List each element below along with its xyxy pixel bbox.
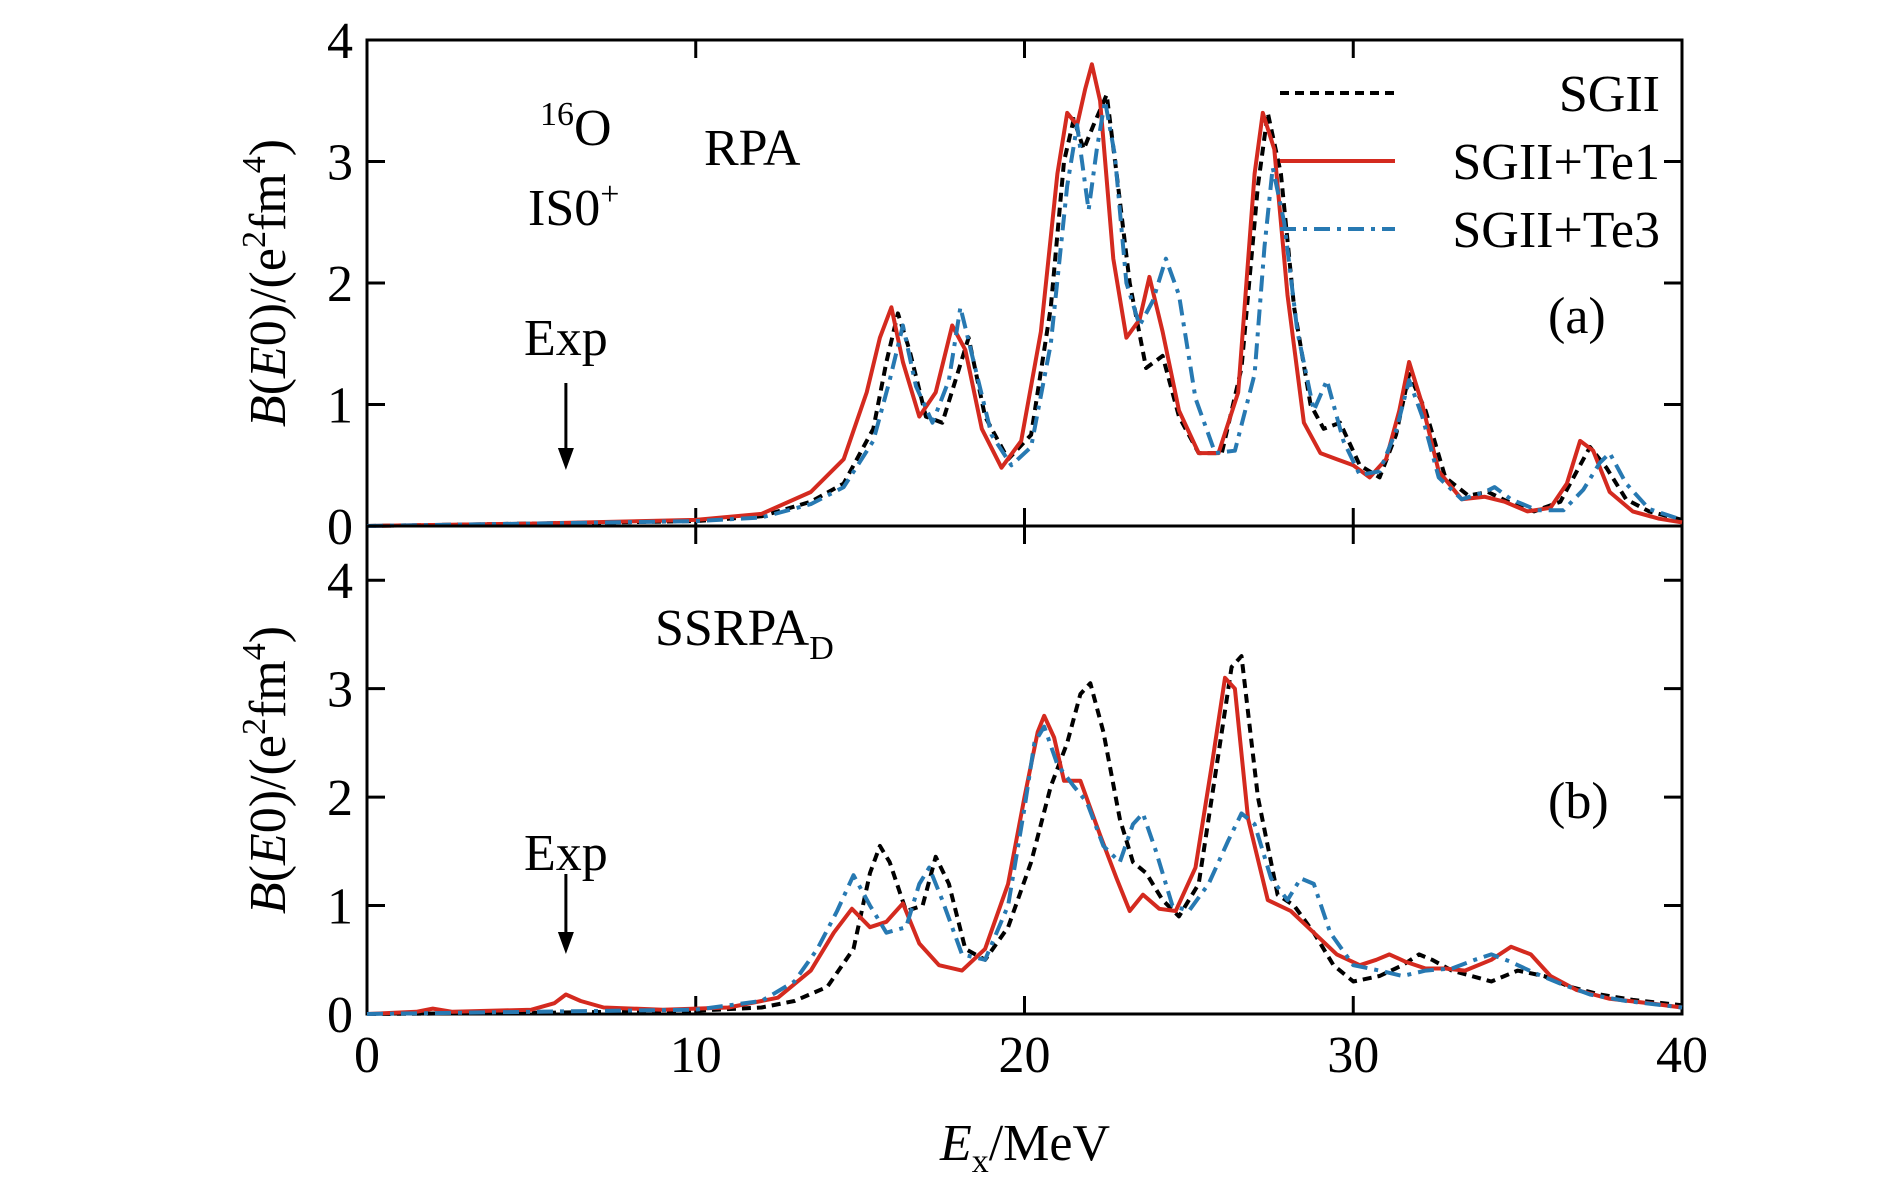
panel-b-series: [366, 654, 1683, 1016]
legend-label: SGII+Te1: [1452, 134, 1660, 191]
y-tick-label: 0: [327, 987, 353, 1044]
panel-b-panel-label: (b): [1548, 773, 1609, 830]
panel-a-mode-label: IS0+: [528, 176, 619, 237]
panel-a-series: [366, 62, 1683, 528]
panel-a-exp-arrow-head: [557, 448, 574, 470]
x-tick-label: 40: [1656, 1027, 1708, 1084]
panel-b-exp-label: Exp: [524, 825, 608, 882]
x-tick-label: 20: [999, 1027, 1051, 1084]
y-tick-label: 1: [327, 378, 353, 435]
y-tick-label: 3: [327, 662, 353, 719]
method-sub: D: [809, 630, 834, 667]
panel-a-nucleus-label: 16O: [540, 96, 612, 157]
method-main: SSRPA: [655, 600, 810, 657]
legend-label: SGII+Te3: [1452, 202, 1660, 259]
y-tick-label: 2: [327, 256, 353, 313]
series-line-sgii: [366, 92, 1683, 528]
y-axis-title-a: B(E0)/(e2fm4): [236, 139, 297, 427]
panel-b-exp-arrow-head: [557, 932, 574, 954]
mode-main: IS0: [528, 180, 600, 237]
nucleus-mass-number: 16: [540, 96, 574, 133]
x-axis-title: Ex/MeV: [939, 1115, 1110, 1180]
series-line-sgii-te3: [366, 724, 1683, 1016]
panel-b-method-label: SSRPAD: [655, 600, 834, 667]
x-tick-label: 0: [354, 1027, 380, 1084]
series-line-sgii-te1: [366, 62, 1683, 528]
legend-label: SGII: [1559, 66, 1660, 123]
y-axis-title-b: B(E0)/(e2fm4): [236, 626, 297, 914]
y-tick-label: 4: [327, 13, 353, 70]
panel-a-method-label: RPA: [704, 120, 801, 177]
legend: SGII SGII+Te1 SGII+Te3: [1280, 66, 1660, 259]
panel-a-exp-label: Exp: [524, 310, 608, 367]
y-tick-label: 3: [327, 135, 353, 192]
series-line-sgii-te3: [366, 98, 1683, 528]
nucleus-symbol: O: [574, 100, 612, 157]
mode-sup: +: [600, 176, 619, 213]
panel-a-panel-label: (a): [1548, 288, 1606, 345]
y-tick-label: 4: [327, 553, 353, 610]
x-tick-label: 30: [1327, 1027, 1379, 1084]
y-tick-label: 2: [327, 770, 353, 827]
y-tick-label: 1: [327, 879, 353, 936]
y-tick-label: 0: [327, 499, 353, 556]
panel-a-ticks: 0 1 2 3 4: [327, 13, 1684, 556]
x-tick-label: 10: [670, 1027, 722, 1084]
